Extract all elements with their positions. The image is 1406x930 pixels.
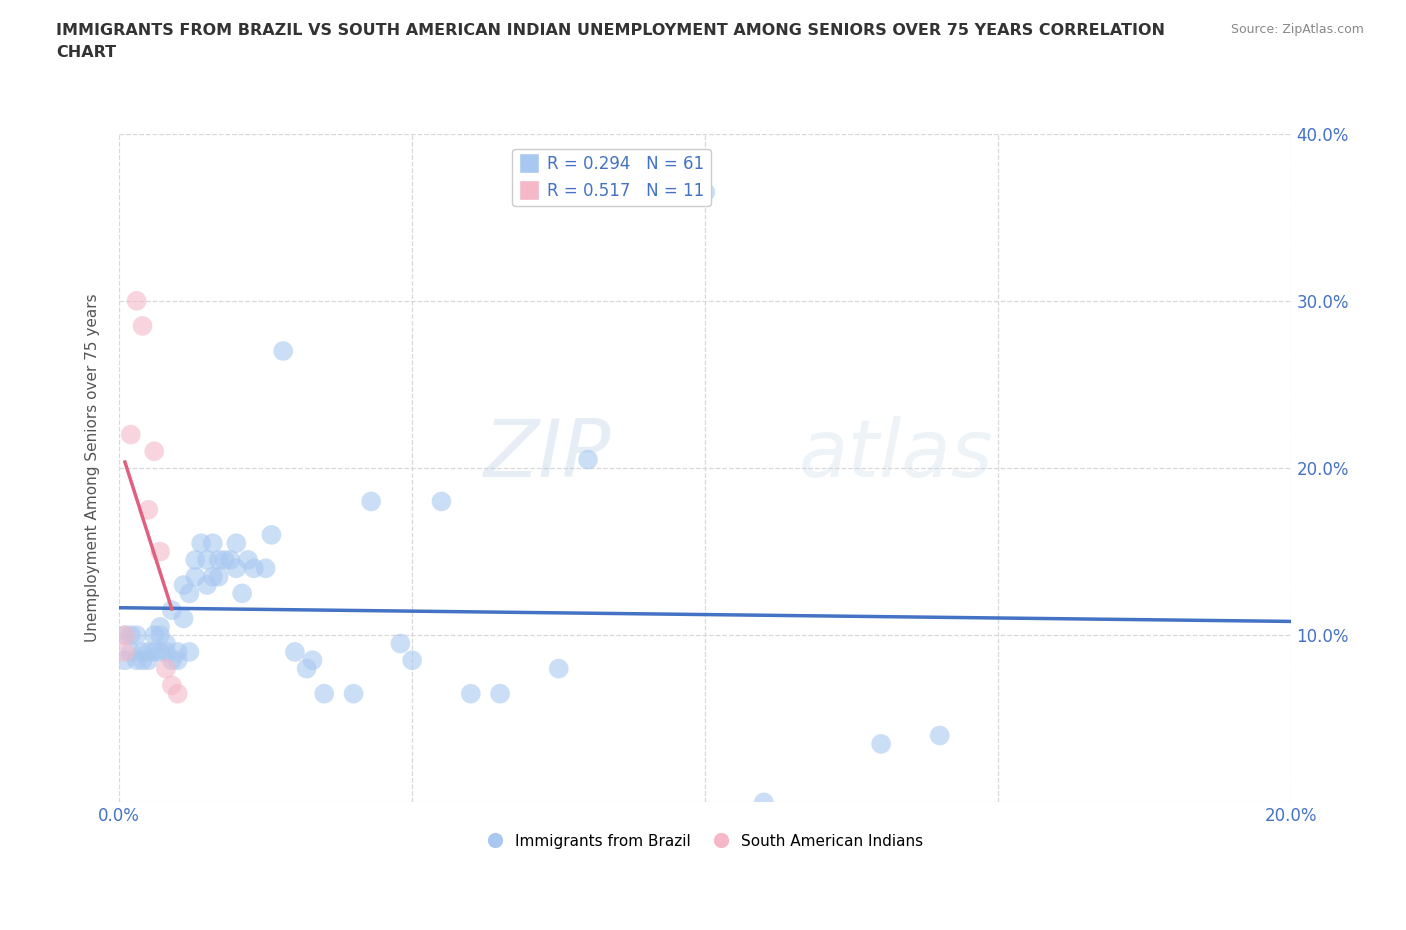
Point [138, 653, 160, 668]
Text: ZIP: ZIP [484, 416, 612, 494]
Point [114, 644, 136, 659]
Point [125, 653, 148, 668]
Point [254, 561, 277, 576]
Point [314, 686, 336, 701]
Legend: Immigrants from Brazil, South American Indians: Immigrants from Brazil, South American I… [481, 828, 929, 855]
Point [114, 628, 136, 643]
Point [195, 578, 218, 592]
Point [301, 653, 323, 668]
Point [225, 536, 247, 551]
Point [752, 795, 775, 810]
Point [173, 578, 195, 592]
Point [460, 686, 482, 701]
Point [160, 678, 183, 693]
Point [489, 686, 512, 701]
Point [155, 644, 177, 659]
Point [149, 619, 172, 634]
Point [160, 653, 183, 668]
Point [179, 586, 201, 601]
Point [389, 636, 412, 651]
Point [195, 552, 218, 567]
Point [131, 653, 153, 668]
Point [125, 628, 148, 643]
Point [131, 644, 153, 659]
Point [547, 661, 569, 676]
Text: IMMIGRANTS FROM BRAZIL VS SOUTH AMERICAN INDIAN UNEMPLOYMENT AMONG SENIORS OVER : IMMIGRANTS FROM BRAZIL VS SOUTH AMERICAN… [56, 23, 1166, 60]
Point [155, 661, 177, 676]
Point [166, 686, 188, 701]
Point [271, 343, 294, 358]
Point [284, 644, 307, 659]
Point [870, 737, 893, 751]
Point [208, 552, 231, 567]
Point [143, 444, 166, 458]
Point [184, 569, 207, 584]
Point [342, 686, 364, 701]
Point [576, 452, 599, 467]
Point [155, 636, 177, 651]
Point [179, 644, 201, 659]
Point [166, 653, 188, 668]
Point [149, 628, 172, 643]
Point [214, 552, 236, 567]
Text: atlas: atlas [799, 416, 994, 494]
Point [114, 628, 136, 643]
Point [236, 552, 259, 567]
Point [201, 536, 224, 551]
Point [120, 644, 142, 659]
Point [166, 644, 188, 659]
Text: Source: ZipAtlas.com: Source: ZipAtlas.com [1230, 23, 1364, 36]
Point [120, 427, 142, 442]
Point [138, 502, 160, 517]
Point [260, 527, 283, 542]
Point [695, 185, 717, 200]
Point [114, 653, 136, 668]
Point [125, 293, 148, 308]
Y-axis label: Unemployment Among Seniors over 75 years: Unemployment Among Seniors over 75 years [86, 294, 100, 643]
Point [430, 494, 453, 509]
Point [225, 561, 247, 576]
Point [184, 552, 207, 567]
Point [219, 552, 242, 567]
Point [190, 536, 212, 551]
Point [149, 544, 172, 559]
Point [143, 628, 166, 643]
Point [160, 603, 183, 618]
Point [173, 611, 195, 626]
Point [401, 653, 423, 668]
Point [295, 661, 318, 676]
Point [231, 586, 253, 601]
Point [131, 318, 153, 333]
Point [120, 628, 142, 643]
Point [138, 644, 160, 659]
Point [243, 561, 266, 576]
Point [208, 569, 231, 584]
Point [201, 569, 224, 584]
Point [360, 494, 382, 509]
Point [149, 644, 172, 659]
Point [143, 644, 166, 659]
Point [928, 728, 950, 743]
